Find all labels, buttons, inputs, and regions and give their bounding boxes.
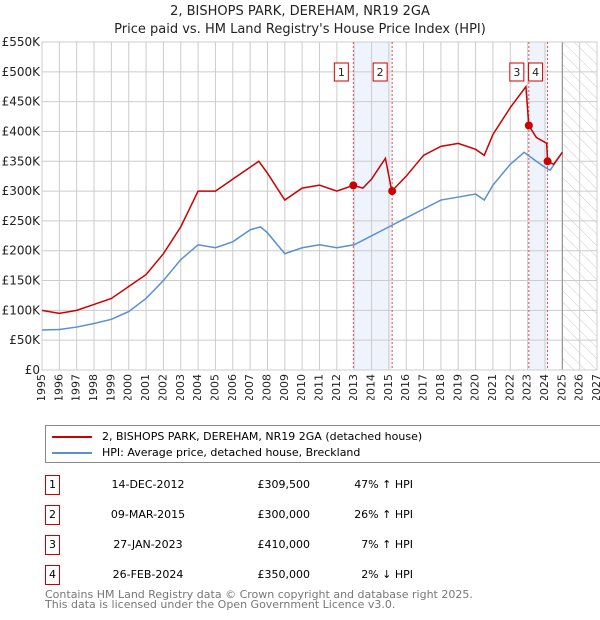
x-tick-label: 2007 <box>243 374 256 400</box>
y-tick-label: £300K <box>2 184 42 198</box>
sale-row: 4 26-FEB-2024 £350,000 2% ↓ HPI <box>45 565 445 585</box>
sale-label: 1 <box>338 66 345 79</box>
sale-label-box <box>528 62 544 82</box>
sale-price: £300,000 <box>257 508 311 521</box>
sale-label-box <box>333 62 349 82</box>
y-tick-label: £0 <box>25 363 40 377</box>
sale-label: 3 <box>513 66 520 79</box>
x-tick-label: 2021 <box>486 374 499 400</box>
sale-date: 27-JAN-2023 <box>113 538 183 551</box>
x-tick-label: 2004 <box>191 374 204 400</box>
y-tick-label: £150K <box>2 274 42 288</box>
sale-point <box>388 187 397 196</box>
x-tick-label: 2015 <box>382 374 395 400</box>
sale-point <box>543 157 552 166</box>
sale-price: £309,500 <box>257 478 311 491</box>
y-tick-label: £100K <box>2 303 42 317</box>
sale-number: 2 <box>45 505 60 525</box>
x-tick-label: 1998 <box>87 374 100 400</box>
x-tick-label: 2019 <box>451 374 464 400</box>
x-tick-label: 2020 <box>469 374 482 400</box>
x-tick-label: 2016 <box>399 374 412 400</box>
x-tick-label: 2011 <box>313 374 326 400</box>
shaded-span <box>528 42 548 370</box>
x-tick-label: 2023 <box>521 374 534 400</box>
title: 2, BISHOPS PARK, DEREHAM, NR19 2GA <box>170 4 430 19</box>
sale-label: 2 <box>377 66 384 79</box>
sale-label-box <box>509 62 525 82</box>
x-tick-label: 2002 <box>156 374 169 400</box>
footer-line: Contains HM Land Registry data © Crown c… <box>45 588 473 601</box>
sale-price: £410,000 <box>257 538 311 551</box>
sale-hpi-diff: 7% ↑ HPI <box>361 538 413 551</box>
x-tick-label: 1999 <box>104 374 117 400</box>
legend-item-hpi: HPI: Average price, detached house, Brec… <box>52 446 360 459</box>
x-tick-label: 2012 <box>330 374 343 400</box>
y-tick-label: £250K <box>2 214 42 228</box>
legend: 2, BISHOPS PARK, DEREHAM, NR19 2GA (deta… <box>45 425 600 463</box>
x-tick-label: 2018 <box>434 374 447 400</box>
sale-hpi-diff: 26% ↑ HPI <box>354 508 413 521</box>
y-tick-label: £200K <box>2 244 42 258</box>
chart-title: 2, BISHOPS PARK, DEREHAM, NR19 2GA Price… <box>0 3 600 39</box>
x-tick-label: 2006 <box>226 374 239 400</box>
x-tick-label: 2000 <box>122 374 135 400</box>
x-tick-label: 2009 <box>278 374 291 400</box>
footer: Contains HM Land Registry data © Crown c… <box>45 588 473 611</box>
price-chart: 1995 1996 1997 1998 1999 2000 2001 2002 2003 2004… <box>2 35 600 400</box>
y-tick-label: £350K <box>2 154 42 168</box>
x-tick-label: 2022 <box>503 374 516 400</box>
sale-date: 09-MAR-2015 <box>110 508 186 521</box>
sale-label-box <box>372 62 388 82</box>
sale-number: 1 <box>45 475 60 495</box>
sale-hpi-diff: 47% ↑ HPI <box>354 478 413 491</box>
x-tick-label: 2010 <box>295 374 308 400</box>
legend-swatch <box>52 435 92 438</box>
sale-point <box>524 121 533 130</box>
x-tick-label: 1996 <box>52 374 65 400</box>
hpi-line <box>41 151 563 331</box>
x-tick-label: 2027 <box>590 374 600 400</box>
shaded-span <box>353 42 393 370</box>
y-tick-label: £550K <box>2 35 42 49</box>
sale-price: £350,000 <box>257 568 311 581</box>
sale-row: 1 14-DEC-2012 £309,500 47% ↑ HPI <box>45 475 445 495</box>
y-tick-label: £50K <box>9 333 41 347</box>
legend-label: 2, BISHOPS PARK, DEREHAM, NR19 2GA (deta… <box>102 430 423 443</box>
sale-row: 2 09-MAR-2015 £300,000 26% ↑ HPI <box>45 505 445 525</box>
x-tick-label: 1997 <box>70 374 83 400</box>
x-tick-label: 2013 <box>347 374 360 400</box>
sale-hpi-diff: 2% ↓ HPI <box>361 568 413 581</box>
x-tick-label: 2005 <box>208 374 221 400</box>
x-tick-label: 2026 <box>573 374 586 400</box>
y-tick-label: £400K <box>2 124 42 138</box>
plot-frame <box>41 41 598 371</box>
sale-number: 4 <box>45 565 60 585</box>
x-tick-label: 2014 <box>365 374 378 400</box>
x-tick-label: 1995 <box>35 374 48 400</box>
sale-point <box>349 181 358 190</box>
x-tick-label: 2017 <box>417 374 430 400</box>
y-tick-label: £450K <box>2 95 42 109</box>
sale-row: 3 27-JAN-2023 £410,000 7% ↑ HPI <box>45 535 445 555</box>
sale-date: 26-FEB-2024 <box>112 568 184 581</box>
y-tick-label: £500K <box>2 65 42 79</box>
footer-line: This data is licensed under the Open Gov… <box>45 598 396 611</box>
sale-date: 14-DEC-2012 <box>111 478 185 491</box>
sale-number: 3 <box>45 535 60 555</box>
x-tick-label: 2024 <box>538 374 551 400</box>
x-tick-label: 2008 <box>260 374 273 400</box>
x-tick-label: 2003 <box>174 374 187 400</box>
subtitle: Price paid vs. HM Land Registry's House … <box>114 22 486 37</box>
x-tick-label: 2001 <box>139 374 152 400</box>
legend-item-property: 2, BISHOPS PARK, DEREHAM, NR19 2GA (deta… <box>52 430 422 443</box>
legend-swatch <box>52 451 92 454</box>
legend-label: HPI: Average price, detached house, Brec… <box>102 446 361 459</box>
x-tick-label: 2025 <box>555 374 568 400</box>
sale-label: 4 <box>532 66 539 79</box>
